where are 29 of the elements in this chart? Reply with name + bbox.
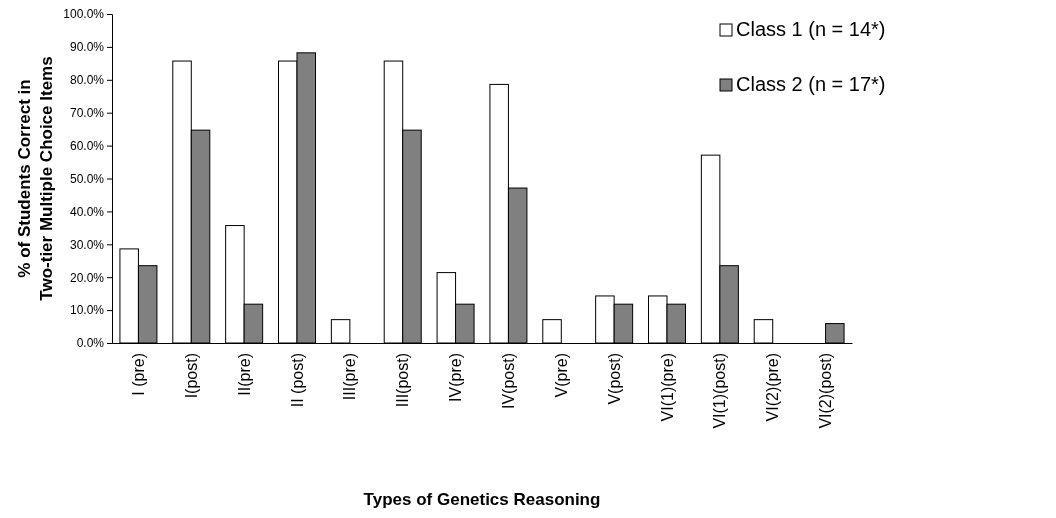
y-axis-title: % of Students Correct in Two-tier Multiple Choice Items: [15, 56, 56, 301]
y-tick-label: 70.0%: [69, 106, 105, 121]
x-tick-label: II (post): [288, 353, 306, 408]
y-tick-label: 20.0%: [69, 270, 105, 285]
x-tick-label: I(post): [182, 353, 200, 399]
x-tick-label: III(pre): [341, 353, 359, 401]
x-tick-label: VI(2)(pre): [764, 353, 782, 422]
x-tick-label: III(post): [394, 353, 412, 408]
legend-label: Class 2 (n = 17*): [736, 73, 886, 95]
x-tick-label: VI(2)(post): [817, 353, 835, 429]
y-tick-label: 60.0%: [69, 138, 105, 153]
x-tick-label: V(pre): [552, 353, 570, 398]
x-tick-label: VI(1)(post): [711, 353, 729, 429]
x-tick-label: I (pre): [130, 353, 148, 396]
y-tick-label: 40.0%: [69, 204, 105, 219]
legend-label: Class 1 (n = 14*): [736, 18, 886, 40]
x-axis-title: Types of Genetics Reasoning: [363, 490, 601, 509]
x-tick-label: V(post): [605, 353, 623, 405]
y-tick-label: 0.0%: [76, 336, 105, 351]
x-tick-label: IV(pre): [447, 353, 465, 402]
y-tick-label: 30.0%: [69, 237, 105, 252]
x-tick-label: II(pre): [235, 353, 253, 396]
y-tick-label: 100.0%: [63, 7, 105, 22]
y-tick-label: 90.0%: [69, 40, 105, 55]
x-tick-label: VI(1)(pre): [658, 353, 676, 422]
y-tick-label: 10.0%: [69, 303, 105, 318]
y-tick-label: 80.0%: [69, 73, 105, 88]
x-tick-label: IV(post): [500, 353, 518, 410]
y-tick-label: 50.0%: [69, 171, 105, 186]
